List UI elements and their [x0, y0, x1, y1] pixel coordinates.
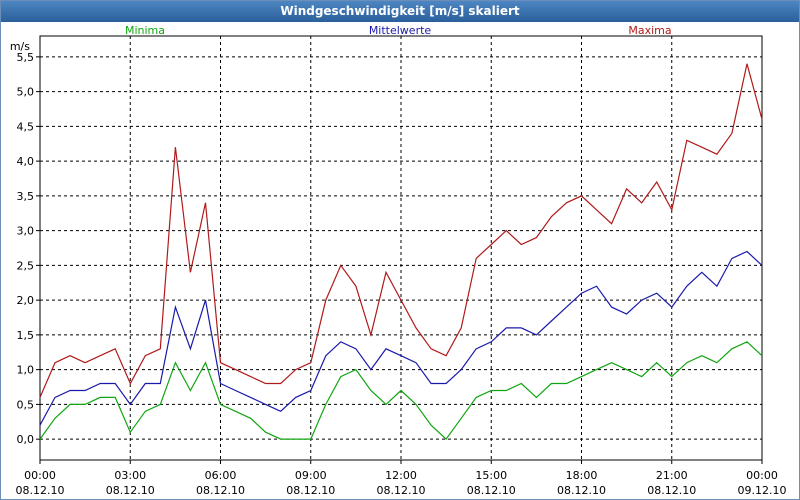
x-tick-date: 09.12.10 — [738, 484, 787, 497]
y-tick-label: 0,0 — [17, 433, 35, 446]
x-tick-date: 08.12.10 — [377, 484, 426, 497]
x-tick-date: 08.12.10 — [106, 484, 155, 497]
y-tick-label: 2,5 — [17, 259, 35, 272]
x-tick-date: 08.12.10 — [647, 484, 696, 497]
x-tick-date: 08.12.10 — [16, 484, 65, 497]
x-tick-time: 15:00 — [475, 469, 507, 482]
x-tick-time: 09:00 — [295, 469, 327, 482]
x-tick-date: 08.12.10 — [557, 484, 606, 497]
y-tick-label: 3,0 — [17, 225, 35, 238]
chart-title: Windgeschwindigkeit [m/s] skaliert — [1, 1, 799, 22]
x-tick-time: 21:00 — [656, 469, 688, 482]
y-tick-label: 5,0 — [17, 86, 35, 99]
grid — [36, 36, 763, 464]
y-tick-label: 4,0 — [17, 155, 35, 168]
y-axis-label: m/s — [10, 40, 30, 53]
y-tick-label: 4,5 — [17, 120, 35, 133]
y-tick-label: 2,0 — [17, 294, 35, 307]
y-tick-label: 1,5 — [17, 329, 35, 342]
series-group — [39, 63, 763, 440]
x-tick-time: 06:00 — [205, 469, 237, 482]
y-tick-label: 5,5 — [17, 51, 35, 64]
x-tick-time: 18:00 — [566, 469, 598, 482]
x-tick-date: 08.12.10 — [196, 484, 245, 497]
x-tick-time: 03:00 — [114, 469, 146, 482]
series-line-maxima — [39, 63, 763, 398]
legend-mittelwerte: Mittelwerte — [369, 24, 432, 37]
x-tick-time: 00:00 — [24, 469, 56, 482]
series-line-minima — [39, 341, 763, 440]
legend-minima: Minima — [125, 24, 165, 37]
axis-labels: 0,0 0,5 1,0 1,5 2,0 2,5 3,0 3,5 4,0 4,5 5,0 5,5 00:0… — [16, 51, 787, 497]
series-line-mittelwerte — [39, 250, 763, 426]
y-tick-label: 1,0 — [17, 364, 35, 377]
y-tick-label: 3,5 — [17, 190, 35, 203]
legend-maxima: Maxima — [628, 24, 671, 37]
x-tick-date: 08.12.10 — [467, 484, 516, 497]
x-tick-date: 08.12.10 — [286, 484, 335, 497]
x-tick-time: 12:00 — [385, 469, 417, 482]
x-tick-time: 00:00 — [746, 469, 778, 482]
y-tick-label: 0,5 — [17, 398, 35, 411]
